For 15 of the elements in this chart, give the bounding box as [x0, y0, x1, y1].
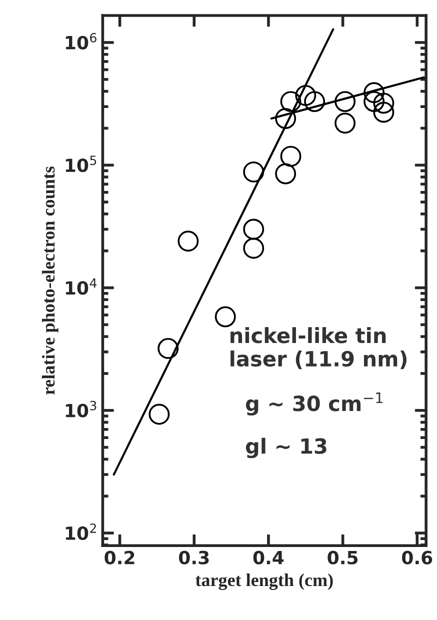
annotation: g ~ 30 cm$^{−1}$ [246, 392, 383, 416]
y-tick-label: 10$^{4}$ [66, 278, 97, 295]
annotation: nickel-like tin laser (11.9 nm) [230, 327, 407, 370]
y-tick-label: 10$^{3}$ [66, 400, 96, 418]
x-tick-label: 0.4 [253, 550, 284, 564]
x-tick-label: 0.6 [402, 550, 432, 564]
annotation: gl ~ 13 [246, 438, 326, 458]
y-tick-label: 10$^{2}$ [66, 523, 96, 540]
y-axis-title: relative photo-electron counts [42, 166, 58, 395]
y-tick-label: 10$^{5}$ [66, 156, 96, 172]
x-tick-label: 0.3 [179, 550, 209, 564]
x-axis-title: target length (cm) [195, 573, 333, 590]
y-tick-label: 10$^{6}$ [66, 32, 96, 50]
x-tick-label: 0.2 [104, 550, 134, 564]
x-tick-label: 0.5 [328, 550, 358, 564]
